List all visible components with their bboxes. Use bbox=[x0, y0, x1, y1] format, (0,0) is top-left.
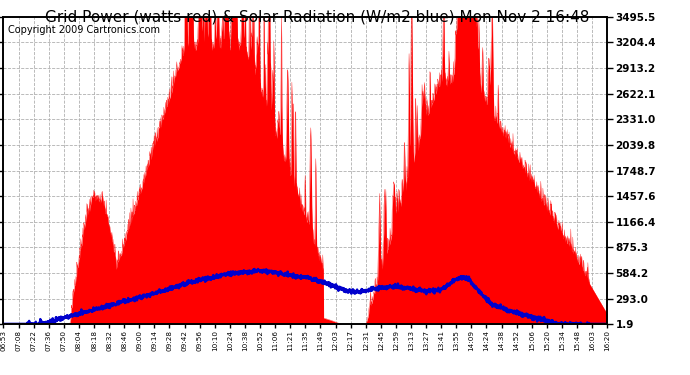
Text: Grid Power (watts red) & Solar Radiation (W/m2 blue) Mon Nov 2 16:48: Grid Power (watts red) & Solar Radiation… bbox=[46, 9, 589, 24]
Text: Copyright 2009 Cartronics.com: Copyright 2009 Cartronics.com bbox=[8, 25, 160, 34]
